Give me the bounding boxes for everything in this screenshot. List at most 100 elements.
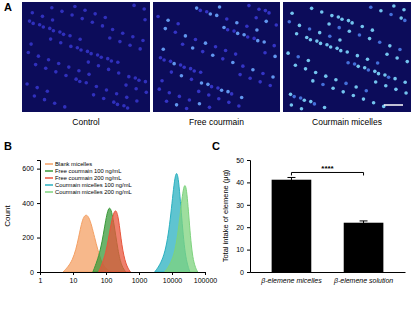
cell-nucleus xyxy=(124,83,128,87)
cell-nucleus xyxy=(25,82,29,86)
legend-label: Blank micelles xyxy=(55,161,92,167)
cell-nucleus xyxy=(194,38,198,42)
tick-label: 30 xyxy=(236,202,244,209)
cell-nucleus xyxy=(214,45,218,49)
legend-swatch xyxy=(45,163,53,165)
cell-nucleus xyxy=(338,38,342,42)
cell-nucleus xyxy=(368,37,372,41)
tick-label: 100 xyxy=(101,277,113,284)
cell-nucleus xyxy=(170,70,174,74)
cell-nucleus xyxy=(311,79,315,83)
legend: Blank micellesFree courmain 100 ng/mLFre… xyxy=(45,161,132,195)
micrograph xyxy=(153,2,280,112)
cell-nucleus xyxy=(348,30,352,34)
cell-nucleus xyxy=(251,68,255,72)
cell-nucleus xyxy=(216,86,220,90)
legend-swatch xyxy=(45,177,53,179)
cell-nucleus xyxy=(241,64,245,68)
cell-nucleus xyxy=(184,34,188,38)
cell-nucleus xyxy=(58,30,62,34)
cell-nucleus xyxy=(353,62,357,66)
tick-label: 10 xyxy=(70,277,78,284)
cell-nucleus xyxy=(102,97,106,101)
cell-nucleus xyxy=(105,88,109,92)
legend-swatch xyxy=(45,170,53,172)
cell-nucleus xyxy=(79,48,83,52)
cell-nucleus xyxy=(44,66,48,70)
cell-nucleus xyxy=(128,43,132,47)
histogram-area xyxy=(165,186,198,272)
tick: 10 xyxy=(70,272,78,284)
tick-mark xyxy=(172,272,173,275)
cell-nucleus xyxy=(160,79,164,83)
cell-nucleus xyxy=(274,23,278,27)
tick-mark xyxy=(139,272,140,275)
cell-nucleus xyxy=(38,23,42,27)
cell-nucleus xyxy=(345,50,349,54)
micrograph xyxy=(283,2,411,112)
cell-nucleus xyxy=(207,93,211,97)
cell-nucleus xyxy=(210,85,214,89)
tick-mark xyxy=(247,250,250,251)
cell-nucleus xyxy=(392,4,396,8)
cell-nucleus xyxy=(340,17,344,21)
axis-line xyxy=(37,161,41,273)
cell-nucleus xyxy=(385,52,389,56)
tick: 10000 xyxy=(163,272,183,284)
tick-label: 100000 xyxy=(194,277,217,284)
cell-nucleus xyxy=(51,18,55,22)
cell-nucleus xyxy=(31,22,35,26)
cell-nucleus xyxy=(101,24,105,28)
cell-nucleus xyxy=(356,65,360,69)
cell-nucleus xyxy=(378,40,382,44)
tick-mark xyxy=(247,227,250,228)
cell-nucleus xyxy=(373,70,377,74)
cell-nucleus xyxy=(358,33,362,37)
tick: 50 xyxy=(236,157,250,164)
cell-nucleus xyxy=(103,16,107,20)
tick-mark xyxy=(247,205,250,206)
cell-nucleus xyxy=(180,74,184,78)
cell-nucleus xyxy=(369,5,373,9)
tick: 30 xyxy=(236,202,250,209)
bar xyxy=(272,180,312,272)
cell-nucleus xyxy=(135,99,139,103)
tick: 0 xyxy=(30,269,40,276)
panel-label: B xyxy=(4,140,12,152)
cell-nucleus xyxy=(76,46,80,50)
cell-nucleus xyxy=(33,94,37,98)
cell-nucleus xyxy=(200,81,204,85)
cell-nucleus xyxy=(141,39,145,43)
cell-nucleus xyxy=(347,19,351,23)
tick: 1000 xyxy=(132,272,148,284)
cell-nucleus xyxy=(201,50,205,54)
cell-nucleus xyxy=(226,90,230,94)
cell-nucleus xyxy=(308,27,312,31)
cell-nucleus xyxy=(350,21,354,25)
cell-nucleus xyxy=(330,14,334,18)
cell-nucleus xyxy=(346,61,350,65)
cell-nucleus xyxy=(69,45,73,49)
cell-nucleus xyxy=(189,67,193,71)
axis: β-elemene micellesβ-elemene solution xyxy=(251,272,406,285)
cell-nucleus xyxy=(78,38,82,42)
cell-nucleus xyxy=(290,12,294,16)
cell-nucleus xyxy=(307,59,311,63)
cell-nucleus xyxy=(215,14,219,18)
cell-nucleus xyxy=(199,70,203,74)
cell-nucleus xyxy=(313,102,317,106)
cell-nucleus xyxy=(197,90,201,94)
tick-mark xyxy=(37,238,40,239)
cell-nucleus xyxy=(80,17,84,21)
cell-nucleus xyxy=(393,77,397,81)
cell-nucleus xyxy=(166,18,170,22)
cell-nucleus xyxy=(122,104,126,108)
axis: 1 10 100 1000 10000 100000 xyxy=(39,272,218,284)
cell-nucleus xyxy=(195,6,199,10)
tick-label: 200 xyxy=(22,234,34,241)
cell-nucleus xyxy=(86,50,90,54)
cell-nucleus xyxy=(225,17,229,21)
legend-label: Courmain micelles 200 ng/mL xyxy=(55,189,132,195)
tick: 200 xyxy=(22,234,40,241)
tick-label: 1 xyxy=(39,277,43,284)
